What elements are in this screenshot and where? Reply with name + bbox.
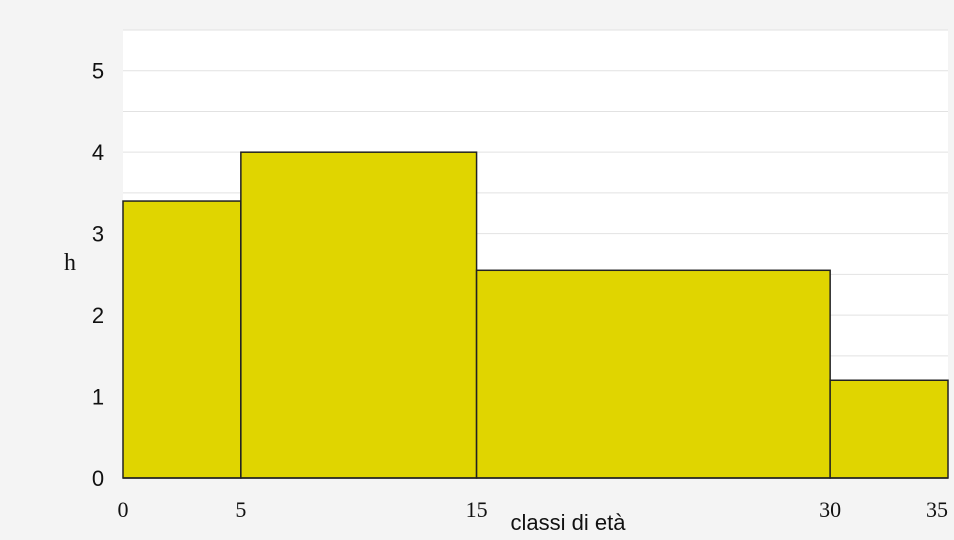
y-tick-label: 2 xyxy=(92,303,104,328)
histogram-bar-4 xyxy=(829,379,949,479)
y-tick-label: 5 xyxy=(92,59,104,84)
histogram-bar-2 xyxy=(240,151,478,479)
y-tick-label: 3 xyxy=(92,222,104,247)
y-tick-label: 0 xyxy=(92,466,104,491)
y-tick-label: 4 xyxy=(92,140,104,165)
y-tick-label: 1 xyxy=(92,385,104,410)
x-tick-label: 15 xyxy=(466,497,488,522)
histogram-bar-3 xyxy=(475,269,831,479)
x-tick-label: 5 xyxy=(235,497,246,522)
x-tick-label: 0 xyxy=(118,497,129,522)
y-axis-label: h xyxy=(64,250,76,276)
histogram-bar-1 xyxy=(122,200,242,479)
x-tick-labels: 0 5 15 30 35 xyxy=(118,497,949,522)
bars xyxy=(122,151,949,479)
x-axis-label: classi di età xyxy=(511,510,627,535)
x-tick-label: 30 xyxy=(819,497,841,522)
y-tick-labels: 0 1 2 3 4 5 xyxy=(92,59,104,491)
x-tick-label: 35 xyxy=(926,497,948,522)
